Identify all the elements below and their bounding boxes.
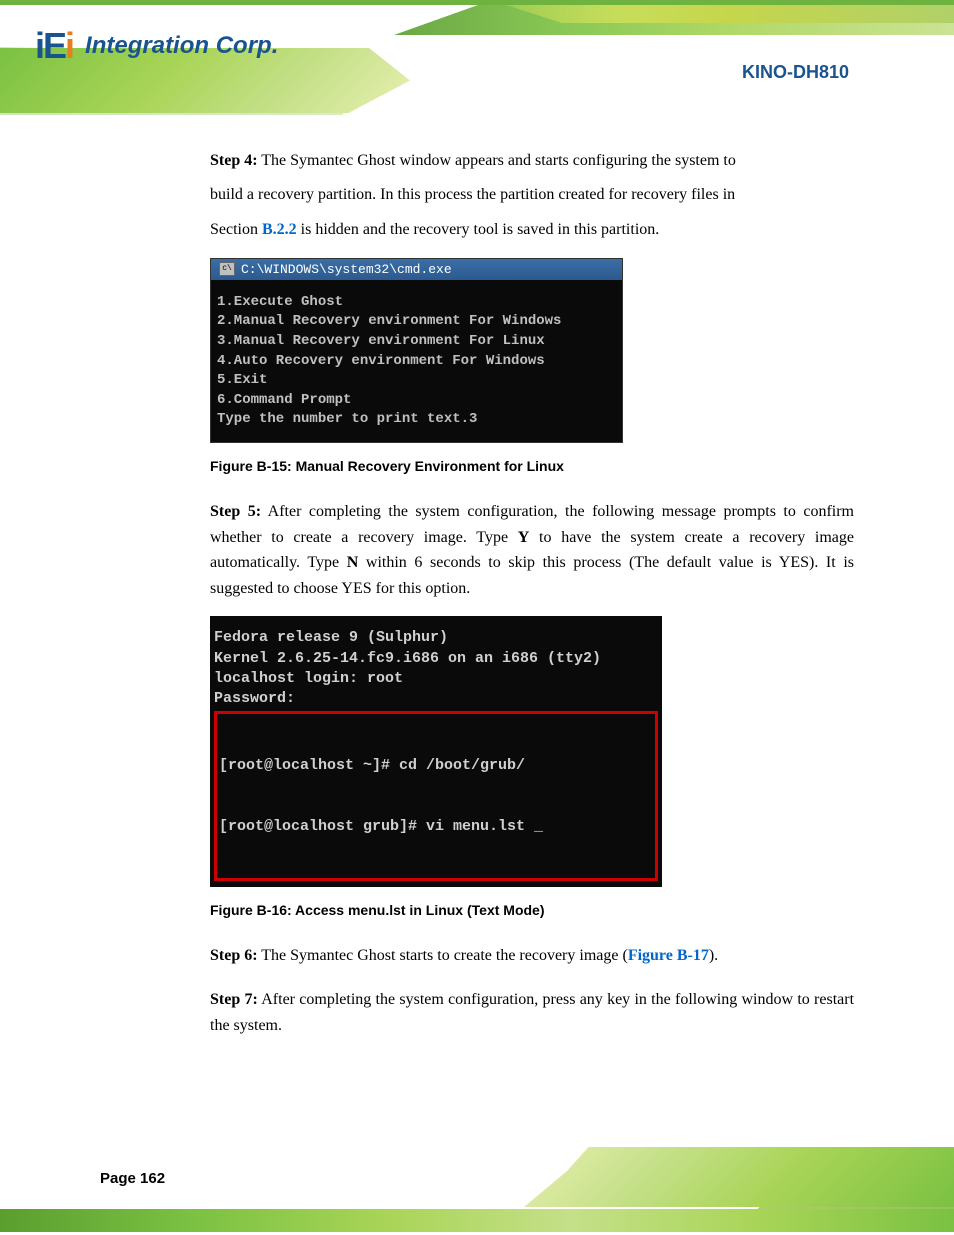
terminal-body: 1.Execute Ghost 2.Manual Recovery enviro… [211, 283, 622, 442]
term-line: 5.Exit [217, 371, 616, 391]
term-line: 1.Execute Ghost [217, 293, 616, 313]
step7-label: Step 7: [210, 991, 258, 1008]
terminal-titlebar: c\ C:\WINDOWS\system32\cmd.exe [211, 259, 622, 283]
logo: iEi Integration Corp. [35, 25, 278, 67]
step4-c-before: Section [210, 221, 262, 238]
step4-text-b: build a recovery partition. In this proc… [210, 182, 854, 208]
term-line: Type the number to print text.3 [217, 410, 616, 430]
terminal-figure-b16: Fedora release 9 (Sulphur) Kernel 2.6.25… [210, 616, 662, 887]
step4-text-c: Section B.2.2 is hidden and the recovery… [210, 217, 854, 243]
step5-bold-y: Y [518, 529, 530, 546]
cmd-icon: c\ [219, 262, 235, 276]
terminal-figure-b15: c\ C:\WINDOWS\system32\cmd.exe 1.Execute… [210, 258, 623, 443]
step7-text: Step 7: After completing the system conf… [210, 987, 854, 1038]
step4-label: Step 4: [210, 152, 258, 169]
footer-strip [0, 1209, 954, 1232]
header-banner: iEi Integration Corp. KINO-DH810 [0, 0, 954, 113]
figure-b16-caption: Figure B-16: Access menu.lst in Linux (T… [210, 902, 854, 918]
logo-tagline: Integration Corp. [85, 32, 278, 60]
step4-text: Step 4: The Symantec Ghost window appear… [210, 148, 854, 174]
step4-c-after: is hidden and the recovery tool is saved… [297, 221, 660, 238]
logo-mark: iEi [35, 25, 73, 67]
banner-strip [0, 0, 954, 5]
step6-text-a: The Symantec Ghost starts to create the … [261, 947, 628, 964]
page-title: KINO-DH810 [742, 62, 849, 83]
term2-boxed-line: [root@localhost grub]# vi menu.lst _ [219, 817, 653, 837]
term-line: 6.Command Prompt [217, 391, 616, 411]
step5-bold-n: N [347, 554, 359, 571]
highlighted-commands: [root@localhost ~]# cd /boot/grub/ [root… [214, 711, 658, 881]
section-ref: B.2.2 [262, 221, 297, 238]
step6-label: Step 6: [210, 947, 258, 964]
step5-label: Step 5: [210, 503, 261, 520]
step6-text: Step 6: The Symantec Ghost starts to cre… [210, 943, 854, 969]
term2-line: Password: [214, 689, 658, 709]
term-line: 3.Manual Recovery environment For Linux [217, 332, 616, 352]
term2-line: Fedora release 9 (Sulphur) [214, 628, 658, 648]
term-line: 2.Manual Recovery environment For Window… [217, 312, 616, 332]
page-number: Page 162 [100, 1170, 165, 1187]
step4-text-a: The Symantec Ghost window appears and st… [261, 152, 736, 169]
terminal-title: C:\WINDOWS\system32\cmd.exe [241, 262, 452, 277]
figure-ref-b17: Figure B-17 [628, 947, 709, 964]
term2-line: Kernel 2.6.25-14.fc9.i686 on an i686 (tt… [214, 649, 658, 669]
figure-b15-caption: Figure B-15: Manual Recovery Environment… [210, 458, 854, 474]
step7-text-a: After completing the system configuratio… [210, 991, 854, 1034]
term2-line: localhost login: root [214, 669, 658, 689]
footer-ribbon [524, 1147, 954, 1207]
term-line: 4.Auto Recovery environment For Windows [217, 352, 616, 372]
step5-text: Step 5: After completing the system conf… [210, 499, 854, 601]
term2-boxed-line: [root@localhost ~]# cd /boot/grub/ [219, 756, 653, 776]
page-content: Step 4: The Symantec Ghost window appear… [0, 148, 954, 1038]
